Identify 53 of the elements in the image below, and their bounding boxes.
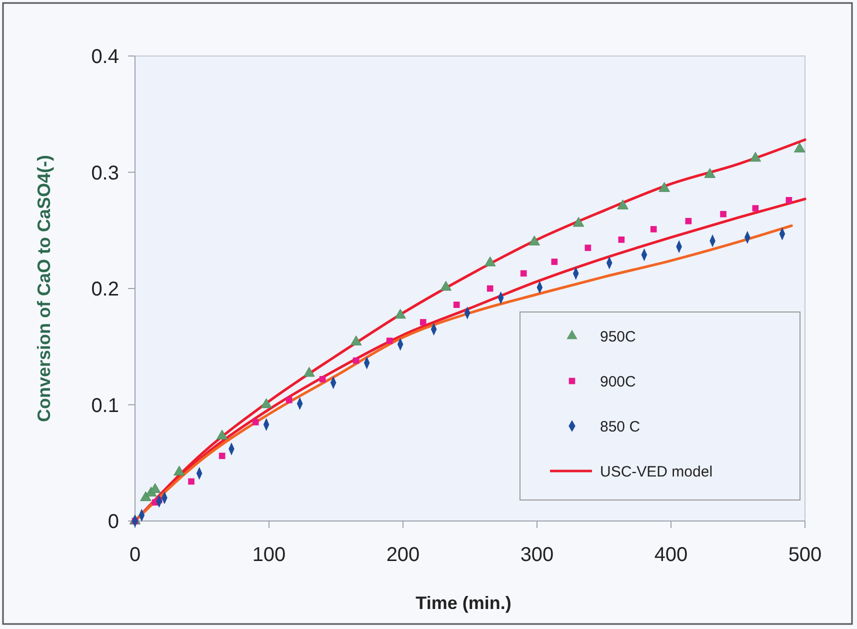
x-tick-label: 200 [386, 544, 420, 566]
point [685, 218, 692, 224]
point [786, 196, 792, 204]
point [319, 376, 326, 382]
y-tick-label: 0.2 [91, 278, 119, 300]
point [386, 338, 393, 344]
point [286, 396, 292, 404]
point [350, 336, 362, 346]
x-tick-label: 300 [520, 544, 554, 566]
legend-label: 900C [600, 373, 636, 390]
point [260, 398, 272, 408]
y-tick-label: 0.4 [91, 46, 119, 68]
legend-label: USC-VED model [600, 463, 713, 480]
point [304, 366, 315, 377]
point [584, 244, 592, 251]
point [484, 256, 496, 266]
point [216, 430, 228, 440]
y-tick-label: 0.1 [91, 394, 119, 417]
point [750, 152, 762, 162]
point [420, 319, 426, 326]
point [618, 236, 625, 243]
point [174, 466, 185, 476]
point [149, 483, 161, 493]
x-tick-label: 500 [788, 544, 822, 566]
point [440, 280, 452, 291]
point [218, 452, 226, 460]
point [252, 419, 259, 426]
point [752, 205, 759, 212]
y-axis-title: Conversion of CaO to CaSO4(-) [34, 154, 54, 422]
point [794, 142, 806, 152]
point [617, 200, 628, 210]
x-axis-title: Time (min.) [416, 593, 512, 613]
y-tick-label: 0 [108, 511, 119, 533]
point [551, 258, 558, 265]
point [572, 216, 584, 227]
point [720, 210, 726, 218]
point [486, 285, 494, 292]
point [453, 302, 460, 308]
point [394, 308, 406, 319]
y-tick-label: 0.3 [91, 162, 119, 184]
point [658, 182, 670, 192]
point [140, 491, 152, 502]
point [188, 478, 194, 485]
point [650, 226, 657, 232]
legend-label: 850 C [600, 418, 640, 436]
point [352, 357, 360, 364]
point [704, 168, 716, 178]
x-tick-label: 100 [252, 544, 286, 566]
legend-label: 950C [600, 328, 636, 346]
point [520, 270, 527, 277]
x-tick-label: 0 [129, 544, 141, 566]
x-tick-label: 400 [654, 544, 688, 566]
point [528, 236, 540, 246]
